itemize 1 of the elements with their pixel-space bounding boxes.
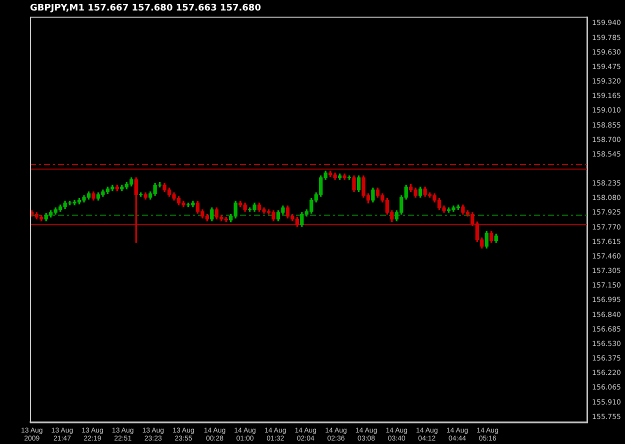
chart-title: GBPJPY,M1 157.667 157.680 157.663 157.680 xyxy=(30,4,261,14)
